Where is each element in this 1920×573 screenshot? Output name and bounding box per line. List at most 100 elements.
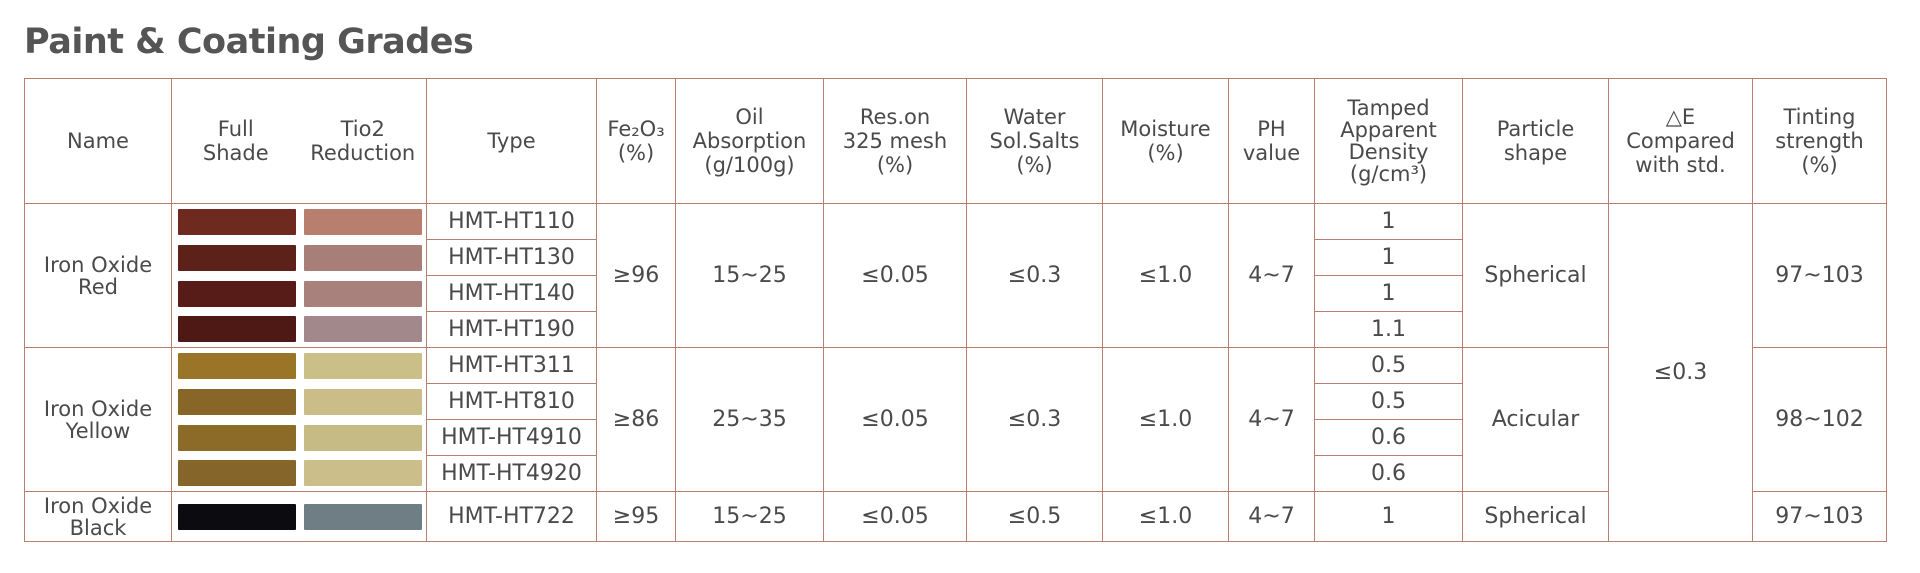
density-cell: 1 [1314, 203, 1463, 240]
full-shade-color-chip [178, 503, 296, 530]
header-water-salts: Water Sol.Salts (%) [966, 78, 1103, 204]
res-mesh-cell: ≤0.05 [823, 491, 967, 542]
tio2-reduction-swatch [299, 239, 427, 276]
header-full-shade: Full Shade [171, 78, 300, 204]
full-shade-swatch [171, 311, 300, 348]
type-cell: HMT-HT4920 [426, 455, 597, 492]
particle-shape-cell: Spherical [1462, 203, 1609, 348]
fe2o3-cell: ≥95 [596, 491, 676, 542]
ph-cell: 4~7 [1228, 491, 1315, 542]
water-salts-cell: ≤0.3 [966, 347, 1103, 492]
full-shade-color-chip [178, 352, 296, 379]
page-title: Paint & Coating Grades [24, 22, 474, 62]
product-name: Iron Oxide Black [24, 491, 172, 542]
ph-cell: 4~7 [1228, 203, 1315, 348]
ph-cell: 4~7 [1228, 347, 1315, 492]
table-row: HMT-HT810 0.5 [25, 383, 1887, 420]
density-cell: 0.5 [1314, 347, 1463, 384]
density-cell: 0.6 [1314, 419, 1463, 456]
full-shade-color-chip [178, 316, 296, 343]
res-mesh-cell: ≤0.05 [823, 347, 967, 492]
moisture-cell: ≤1.0 [1102, 491, 1229, 542]
fe2o3-cell: ≥96 [596, 203, 676, 348]
header-tinting-strength: Tinting strength (%) [1752, 78, 1887, 204]
tio2-reduction-swatch [299, 311, 427, 348]
tio2-reduction-swatch [299, 203, 427, 240]
tio2-reduction-color-chip [303, 208, 422, 235]
type-cell: HMT-HT311 [426, 347, 597, 384]
tio2-reduction-swatch [299, 347, 427, 384]
full-shade-color-chip [178, 244, 296, 271]
table-row: Iron Oxide Red HMT-HT110 ≥96 15~25 ≤0.05 ≤0.3… [24, 203, 1887, 542]
type-cell: HMT-HT140 [426, 275, 597, 312]
water-salts-cell: ≤0.3 [966, 203, 1103, 348]
fe2o3-cell: ≥86 [596, 347, 676, 492]
table-row: HMT-HT4910 0.6 [25, 419, 1887, 456]
table-row: HMT-HT190 1.1 [25, 311, 1887, 348]
full-shade-swatch [171, 203, 300, 240]
density-cell: 1 [1314, 239, 1463, 276]
full-shade-swatch [171, 239, 300, 276]
particle-shape-cell: Spherical [1462, 491, 1609, 542]
full-shade-color-chip [178, 460, 296, 487]
type-cell: HMT-HT110 [426, 203, 597, 240]
tio2-reduction-color-chip [303, 503, 422, 530]
header-density: Tamped Apparent Density (g/cm³) [1314, 78, 1463, 204]
density-cell: 0.5 [1314, 383, 1463, 420]
header-name: Name [24, 78, 172, 204]
tio2-reduction-color-chip [303, 316, 422, 343]
header-res-mesh: Res.on 325 mesh (%) [823, 78, 967, 204]
density-cell: 1 [1314, 491, 1463, 542]
density-cell: 0.6 [1314, 455, 1463, 492]
table-row: Iron Oxide Yellow HMT-HT311 ≥86 25~35 ≤0.05 ≤… [24, 347, 1887, 492]
res-mesh-cell: ≤0.05 [823, 203, 967, 348]
tinting-strength-cell: 98~102 [1752, 347, 1887, 492]
tinting-strength-cell: 97~103 [1752, 203, 1887, 348]
full-shade-color-chip [178, 208, 296, 235]
header-row: Name Full Shade Tio2 Reduction Type Fe₂O… [24, 78, 1887, 204]
header-type: Type [426, 78, 597, 204]
particle-shape-cell: Acicular [1462, 347, 1609, 492]
type-cell: HMT-HT190 [426, 311, 597, 348]
tinting-strength-cell: 97~103 [1752, 491, 1887, 542]
tio2-reduction-color-chip [303, 460, 422, 487]
full-shade-swatch [171, 455, 300, 492]
table-row: Iron Oxide Black HMT-HT722 ≥95 15~25 ≤0.05 ≤0… [24, 491, 1887, 542]
oil-absorption-cell: 25~35 [675, 347, 824, 492]
header-ph: PH value [1228, 78, 1315, 204]
full-shade-color-chip [178, 424, 296, 451]
tio2-reduction-swatch [299, 275, 427, 312]
header-delta-e: △E Compared with std. [1608, 78, 1753, 204]
tio2-reduction-color-chip [303, 424, 422, 451]
tio2-reduction-color-chip [303, 388, 422, 415]
tio2-reduction-color-chip [303, 352, 422, 379]
paint-coating-grades-table: Name Full Shade Tio2 Reduction Type Fe₂O… [24, 78, 1887, 542]
type-cell: HMT-HT4910 [426, 419, 597, 456]
header-moisture: Moisture (%) [1102, 78, 1229, 204]
moisture-cell: ≤1.0 [1102, 347, 1229, 492]
type-cell: HMT-HT722 [426, 491, 597, 542]
moisture-cell: ≤1.0 [1102, 203, 1229, 348]
type-cell: HMT-HT130 [426, 239, 597, 276]
full-shade-swatch [171, 491, 300, 542]
table-row: HMT-HT4920 0.6 [25, 455, 1887, 492]
header-fe2o3: Fe₂O₃ (%) [596, 78, 676, 204]
oil-absorption-cell: 15~25 [675, 203, 824, 348]
full-shade-swatch [171, 419, 300, 456]
full-shade-color-chip [178, 388, 296, 415]
type-cell: HMT-HT810 [426, 383, 597, 420]
header-tio2-reduction: Tio2 Reduction [299, 78, 427, 204]
tio2-reduction-swatch [299, 455, 427, 492]
density-cell: 1 [1314, 275, 1463, 312]
tio2-reduction-swatch [299, 419, 427, 456]
tio2-reduction-color-chip [303, 280, 422, 307]
full-shade-swatch [171, 383, 300, 420]
density-cell: 1.1 [1314, 311, 1463, 348]
tio2-reduction-swatch [299, 491, 427, 542]
full-shade-swatch [171, 275, 300, 312]
header-oil-absorption: Oil Absorption (g/100g) [675, 78, 824, 204]
tio2-reduction-swatch [299, 383, 427, 420]
product-name: Iron Oxide Red [24, 203, 172, 348]
full-shade-swatch [171, 347, 300, 384]
delta-e-cell: ≤0.3 [1608, 203, 1753, 542]
